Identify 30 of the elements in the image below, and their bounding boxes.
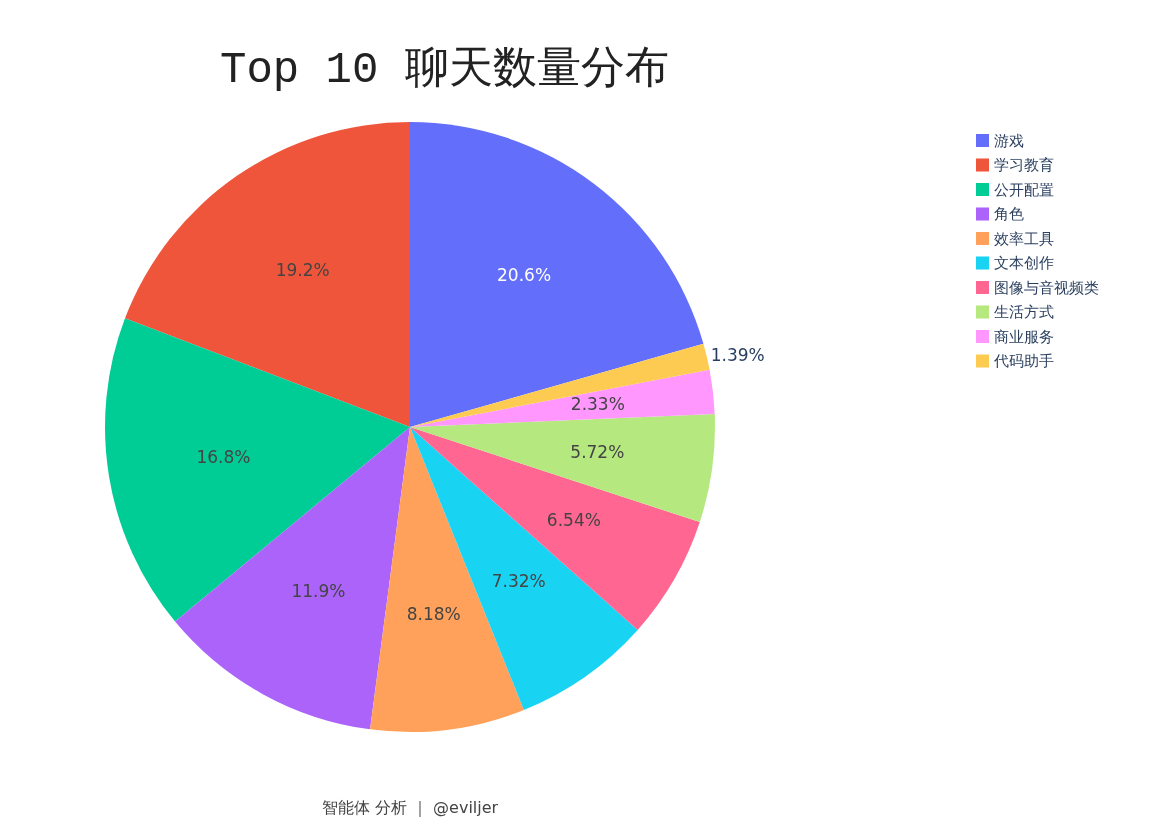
legend-label: 公开配置 — [994, 180, 1054, 199]
text: 智能体 分析 ｜ @eviljer — [321, 798, 499, 817]
pie-slice — [410, 427, 700, 630]
pie-slice — [175, 427, 410, 730]
legend-label: 学习教育 — [994, 156, 1054, 174]
legend-label: 游戏 — [994, 131, 1024, 150]
legend-label: 商业服务 — [994, 327, 1054, 346]
pie-slice — [410, 427, 638, 710]
legend-label: 角色 — [994, 205, 1024, 223]
data-label: 5.72% — [570, 441, 625, 462]
legend-label: 文本创作 — [994, 254, 1054, 272]
pie-slice — [410, 343, 710, 427]
data-label: 7.32% — [491, 570, 546, 591]
pie-slice — [410, 369, 715, 427]
pie-slice — [105, 318, 410, 622]
data-label: 19.2% — [275, 260, 330, 281]
data-label: 6.54% — [546, 510, 601, 531]
pie-slice — [125, 122, 410, 427]
legend-label: 生活方式 — [994, 303, 1054, 321]
pie-slice — [410, 122, 704, 427]
data-label: 16.8% — [196, 446, 251, 467]
legend-label: 效率工具 — [994, 229, 1054, 248]
chart-title: Top 10 聊天数量分布 — [220, 45, 669, 95]
legend-label: 图像与音视频类 — [994, 278, 1099, 297]
data-label: 11.9% — [291, 581, 346, 602]
data-label: 20.6% — [497, 265, 552, 286]
data-label: 1.39% — [710, 344, 765, 365]
data-label: 2.33% — [570, 394, 625, 415]
data-label: 8.18% — [406, 603, 461, 624]
legend-label: 代码助手 — [993, 352, 1054, 370]
